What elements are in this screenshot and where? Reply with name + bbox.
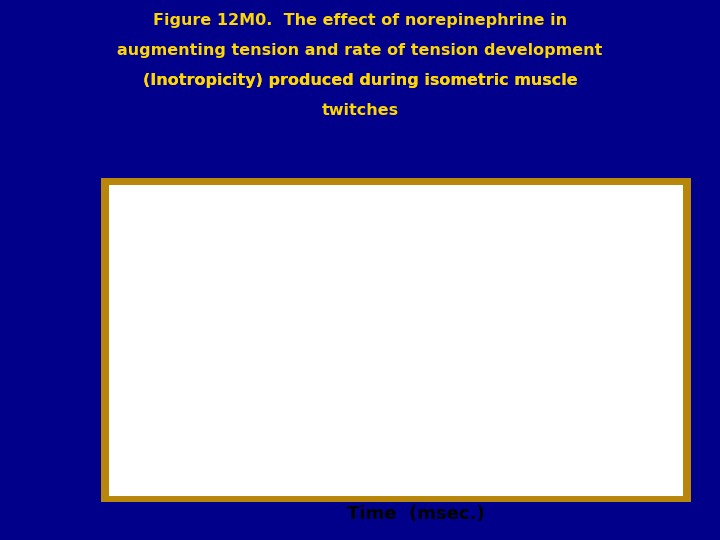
Text: (Inotropicity) produced during isometric muscle: (Inotropicity) produced during isometric… <box>143 73 577 88</box>
Text: (Inotropicity) produced during isometric muscle: (Inotropicity) produced during isometric… <box>143 73 577 88</box>
Text: Figure 12M0.  The effect of norepinephrine in: Figure 12M0. The effect of norepinephrin… <box>153 14 567 29</box>
X-axis label: Time  (msec.): Time (msec.) <box>347 505 485 523</box>
Y-axis label: Tension (g): Tension (g) <box>104 287 122 399</box>
Text: augmenting tension and rate of tension development: augmenting tension and rate of tension d… <box>117 43 603 58</box>
Text: twitches: twitches <box>321 103 399 118</box>
Text: + Norepinephrine: + Norepinephrine <box>384 234 585 256</box>
Text: Control: Control <box>318 378 401 399</box>
